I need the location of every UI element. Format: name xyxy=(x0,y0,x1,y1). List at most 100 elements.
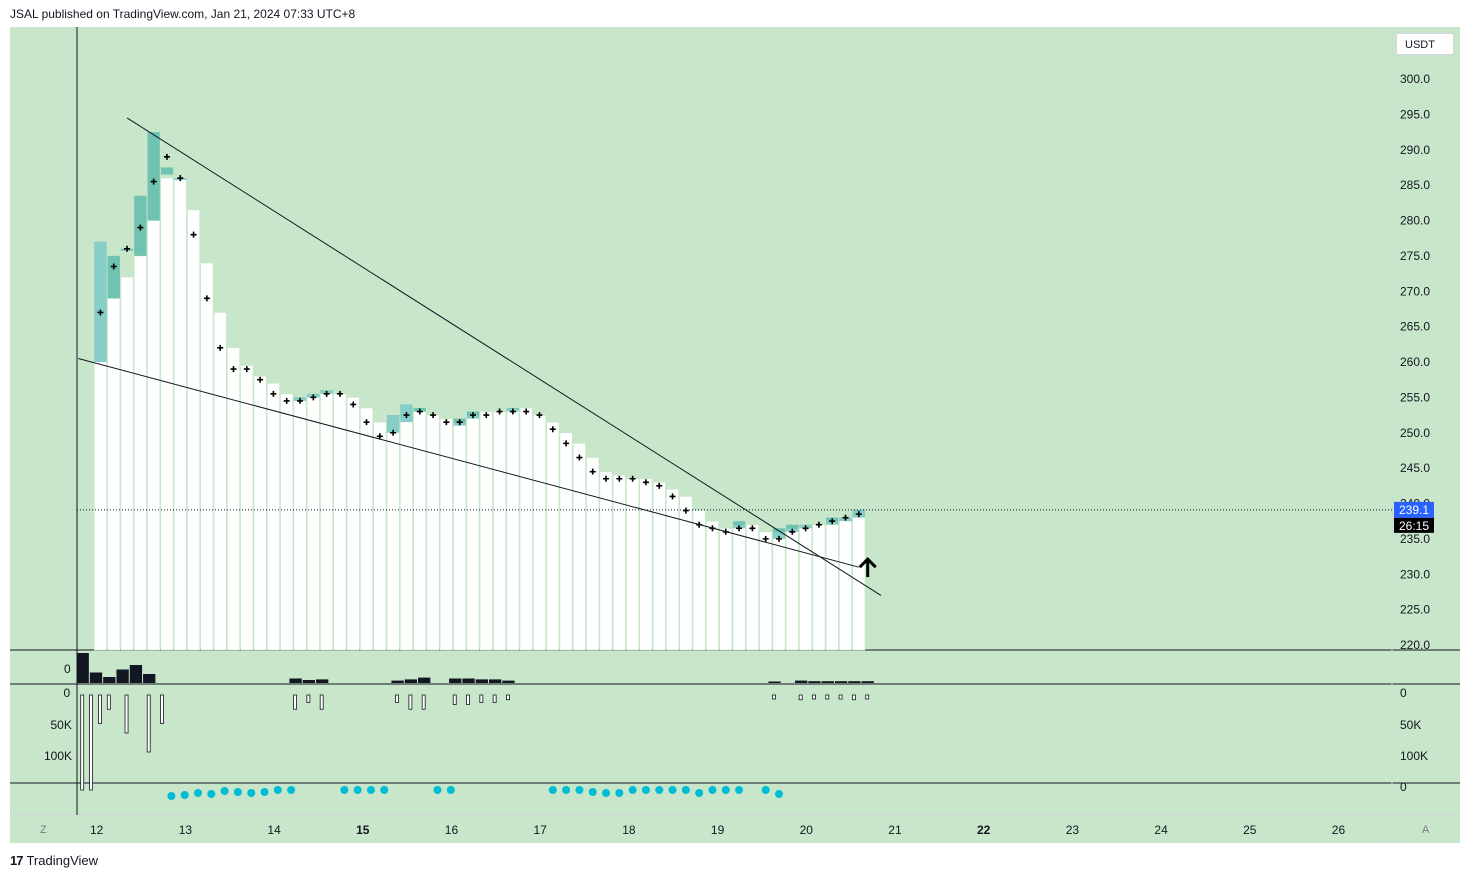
volume-bar xyxy=(861,681,874,683)
plus-marker xyxy=(150,178,157,185)
candle xyxy=(772,528,786,539)
plus-marker xyxy=(390,429,397,436)
time-tick-label: 24 xyxy=(1154,823,1168,837)
volume-bar xyxy=(808,681,821,683)
price-tick-label: 295.0 xyxy=(1400,107,1430,121)
plus-marker xyxy=(416,408,423,415)
plus-marker xyxy=(536,412,543,419)
volume-bar xyxy=(116,669,129,683)
volume-bar xyxy=(768,681,781,683)
price-tick-label: 245.0 xyxy=(1400,461,1430,475)
a-button: A xyxy=(1422,824,1430,836)
histogram-bar xyxy=(852,510,866,651)
plus-marker xyxy=(350,401,357,408)
volume-bar xyxy=(129,665,143,683)
pane3-right-label: 100K xyxy=(1400,749,1428,763)
time-tick-label: 20 xyxy=(800,823,814,837)
time-tick-label: 21 xyxy=(888,823,902,837)
plus-marker xyxy=(589,468,596,475)
histogram-bar xyxy=(253,375,267,651)
indicator-dot xyxy=(655,786,664,794)
indicator-dot xyxy=(353,786,362,794)
indicator-dot xyxy=(180,791,189,799)
plus-marker xyxy=(483,412,490,419)
negative-volume-tick xyxy=(160,694,164,724)
histogram-bar xyxy=(652,481,666,651)
indicator-dot xyxy=(575,786,584,794)
plus-marker xyxy=(110,263,117,270)
plus-marker xyxy=(682,507,689,514)
volume-bar xyxy=(834,681,848,683)
plus-marker xyxy=(523,408,530,415)
plus-marker xyxy=(749,525,756,532)
histogram-bar xyxy=(373,421,387,651)
indicator-dot xyxy=(588,788,597,796)
histogram-bar xyxy=(240,365,254,651)
footer-brand: 17 TradingView xyxy=(10,853,98,868)
volume-bar xyxy=(391,680,404,683)
plus-marker xyxy=(217,344,224,351)
price-tick-label: 225.0 xyxy=(1400,603,1430,617)
volume-bar xyxy=(316,679,329,683)
plus-marker xyxy=(270,390,277,397)
histogram-bar xyxy=(506,407,520,651)
plus-marker xyxy=(616,475,623,482)
histogram-bar xyxy=(227,347,240,651)
plus-marker xyxy=(642,479,649,486)
time-tick-label: 12 xyxy=(90,823,104,837)
negative-volume-tick xyxy=(124,694,129,734)
marker-layer xyxy=(97,153,862,542)
candle xyxy=(107,255,120,299)
histogram-bar xyxy=(333,393,347,651)
plus-marker xyxy=(203,295,210,302)
price-tick-label: 270.0 xyxy=(1400,284,1430,298)
indicator-dot xyxy=(615,789,624,797)
negative-volume-tick xyxy=(466,694,470,705)
candle xyxy=(732,521,746,529)
histogram-bar xyxy=(386,414,400,651)
time-tick-label: 13 xyxy=(179,823,193,837)
plus-marker xyxy=(456,419,463,426)
indicator-dot xyxy=(695,789,704,797)
z-button: Z xyxy=(40,824,47,836)
currency-label[interactable]: USDT xyxy=(1396,33,1454,55)
histogram-bar xyxy=(413,411,427,651)
plus-marker xyxy=(802,525,809,532)
histogram-bar xyxy=(346,397,360,651)
negative-volume-tick xyxy=(506,694,510,701)
negative-volume-tick xyxy=(851,694,856,701)
pane3-left-label: 50K xyxy=(51,718,72,732)
up-arrow-icon xyxy=(858,557,877,578)
price-tick-label: 220.0 xyxy=(1400,638,1430,652)
indicator-dot xyxy=(233,788,242,796)
negative-volume-tick xyxy=(772,694,776,700)
time-tick-label: 23 xyxy=(1066,823,1080,837)
histogram-bar xyxy=(200,262,214,651)
current-price-tag xyxy=(1394,501,1434,518)
histogram-bar xyxy=(612,474,626,651)
plus-marker xyxy=(603,475,610,482)
histogram-bar xyxy=(626,478,640,651)
price-tick-label: 290.0 xyxy=(1400,143,1430,157)
plus-marker xyxy=(549,426,556,433)
candle xyxy=(386,415,400,433)
negative-volume-tick xyxy=(798,694,803,701)
negative-volume-tick xyxy=(80,694,85,791)
negative-volume-tick xyxy=(452,694,457,705)
plus-marker xyxy=(829,518,836,525)
trendline xyxy=(78,357,859,568)
plus-marker xyxy=(376,433,383,440)
negative-volume-tick xyxy=(89,694,93,791)
time-tick-label: 25 xyxy=(1243,823,1257,837)
indicator-dot xyxy=(340,786,349,794)
plus-marker xyxy=(430,412,437,419)
negative-volume-tick xyxy=(306,694,311,703)
negative-volume-tick xyxy=(812,694,816,700)
histogram-bar xyxy=(599,471,613,651)
pane4-zero-label: 0 xyxy=(1400,780,1407,794)
histogram-bar xyxy=(706,520,719,651)
price-tick-label: 280.0 xyxy=(1400,214,1430,228)
pane3-right-label: 50K xyxy=(1400,718,1421,732)
